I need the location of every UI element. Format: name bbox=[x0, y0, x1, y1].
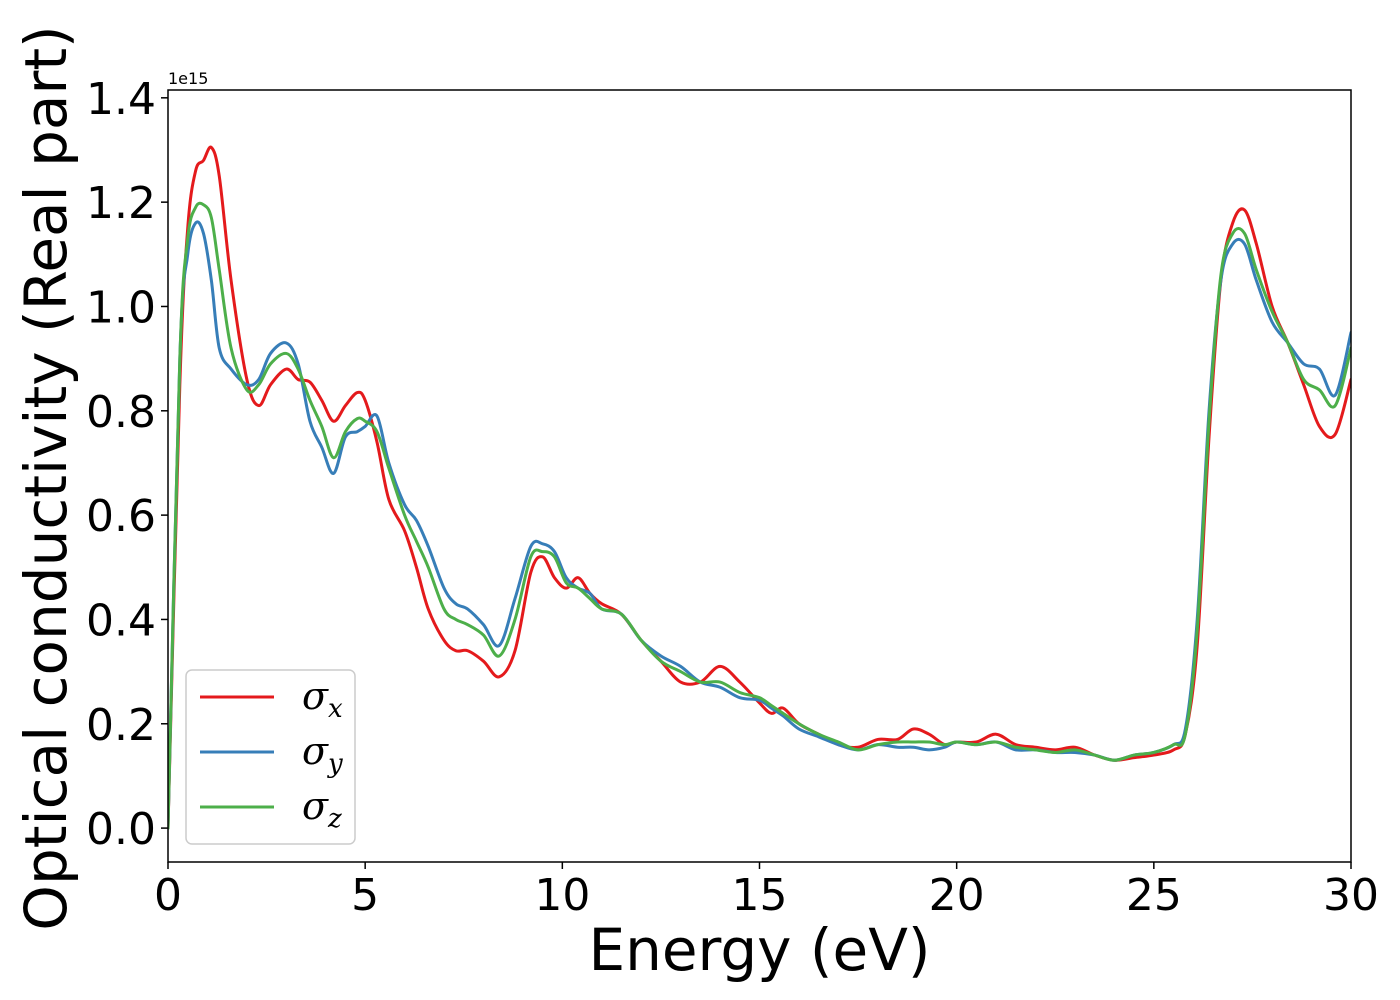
y-tick-label: 1.4 bbox=[86, 74, 156, 125]
y-axis-label: Optical conductivity (Real part) bbox=[12, 25, 80, 930]
y-tick-label: 1.2 bbox=[86, 178, 156, 229]
y-tick-label: 0.2 bbox=[86, 700, 156, 751]
series-line-z bbox=[168, 201, 1351, 830]
series-line-x bbox=[168, 145, 1351, 830]
legend-symbol: σ bbox=[302, 729, 329, 773]
legend-subscript: y bbox=[327, 749, 343, 779]
x-axis: 0 5 10 15 20 25 30 bbox=[154, 862, 1379, 921]
legend-frame bbox=[185, 669, 356, 845]
series-line-y bbox=[168, 220, 1351, 830]
y-tick-label: 0.8 bbox=[86, 387, 156, 438]
legend-label-z: σz bbox=[302, 784, 342, 834]
legend-subscript: z bbox=[327, 804, 342, 834]
x-tick-label: 10 bbox=[534, 870, 590, 921]
legend-symbol: σ bbox=[302, 674, 329, 718]
legend-symbol: σ bbox=[302, 784, 329, 828]
x-tick-label: 20 bbox=[929, 870, 985, 921]
y-axis: 0.0 0.2 0.4 0.6 0.8 1.0 1.2 1.4 bbox=[86, 74, 168, 855]
x-tick-label: 15 bbox=[732, 870, 788, 921]
legend-label-y: σy bbox=[302, 729, 343, 779]
x-tick-label: 25 bbox=[1126, 870, 1182, 921]
y-tick-label: 0.4 bbox=[86, 595, 156, 646]
y-tick-label: 0.6 bbox=[86, 491, 156, 542]
x-tick-label: 0 bbox=[154, 870, 182, 921]
legend-subscript: x bbox=[328, 694, 343, 724]
y-offset-label: 1e15 bbox=[168, 69, 208, 88]
y-tick-label: 0.0 bbox=[86, 804, 156, 855]
x-axis-label: Energy (eV) bbox=[588, 916, 930, 984]
x-tick-label: 5 bbox=[351, 870, 379, 921]
y-tick-label: 1.0 bbox=[86, 282, 156, 333]
x-tick-label: 30 bbox=[1323, 870, 1379, 921]
series-layer bbox=[168, 145, 1351, 830]
legend-label-x: σx bbox=[302, 674, 343, 724]
